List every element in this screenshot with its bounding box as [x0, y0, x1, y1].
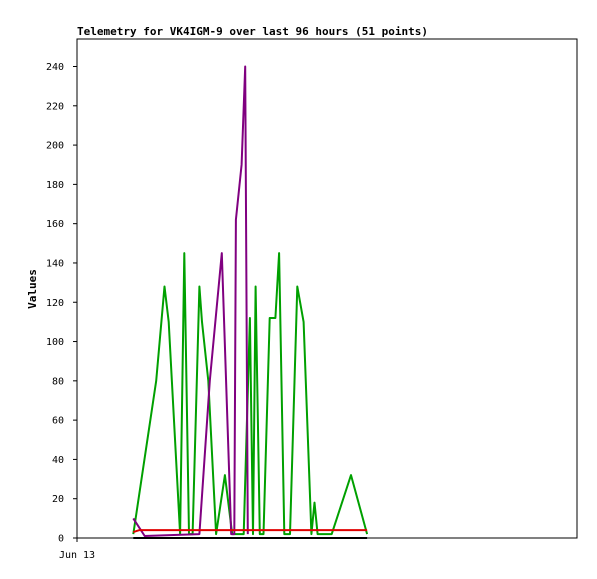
x-axis: Jun 13	[59, 538, 95, 561]
x-tick-label: Jun 13	[59, 550, 95, 561]
y-tick-label: 160	[46, 219, 64, 230]
chart-title: Telemetry for VK4IGM-9 over last 96 hour…	[77, 25, 428, 38]
y-tick-label: 20	[52, 494, 64, 505]
series-line-2	[132, 65, 249, 537]
y-axis-label: Values	[26, 269, 39, 309]
series-line-1	[132, 252, 369, 536]
y-tick-label: 100	[46, 337, 64, 348]
series-line-3	[132, 529, 368, 534]
series-layer	[132, 65, 369, 539]
y-tick-label: 200	[46, 141, 64, 152]
y-tick-label: 180	[46, 180, 64, 191]
y-tick-label: 220	[46, 101, 64, 112]
y-axis: 0 20 40 60 80 100 120 140 160 180 200 220 240	[46, 62, 77, 545]
y-tick-label: 0	[58, 534, 64, 545]
y-tick-label: 120	[46, 298, 64, 309]
y-tick-label: 40	[52, 455, 64, 466]
plot-area	[76, 38, 578, 539]
y-tick-label: 140	[46, 258, 64, 269]
y-tick-label: 80	[52, 376, 64, 387]
y-tick-label: 240	[46, 62, 64, 73]
y-tick-label: 60	[52, 416, 64, 427]
